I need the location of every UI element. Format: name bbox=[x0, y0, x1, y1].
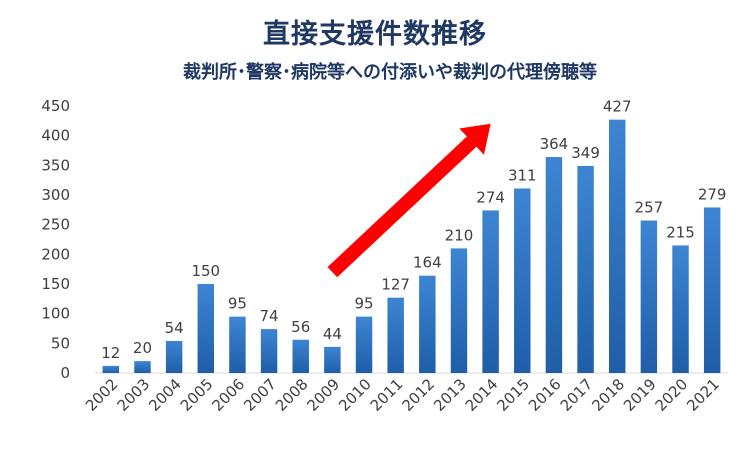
x-tick-label-2020: 2020 bbox=[652, 375, 692, 415]
bar-2017 bbox=[577, 165, 594, 373]
y-tick-label: 0 bbox=[60, 364, 70, 382]
data-label-2008: 56 bbox=[291, 318, 310, 336]
x-tick-label-2014: 2014 bbox=[462, 375, 502, 415]
data-label-2010: 95 bbox=[354, 295, 373, 313]
x-tick-label-2008: 2008 bbox=[272, 375, 312, 415]
bar-2013 bbox=[450, 248, 468, 373]
bar-2004 bbox=[165, 340, 183, 373]
data-label-2003: 20 bbox=[133, 339, 152, 357]
data-label-2017: 349 bbox=[571, 144, 600, 162]
x-tick-label-2016: 2016 bbox=[525, 375, 565, 415]
chart-subtitle: 裁判所･警察･病院等への付添いや裁判の代理傍聴等 bbox=[183, 62, 597, 83]
data-label-2021: 279 bbox=[698, 185, 727, 203]
bar-series bbox=[102, 119, 721, 373]
y-axis: 0 50 100 150 200 250 300 350 400 450 bbox=[41, 97, 70, 382]
chart-title: 直接支援件数推移 bbox=[263, 19, 487, 50]
x-axis: 2002200320042005200620072008200920102011… bbox=[82, 375, 723, 415]
bar-2012 bbox=[419, 275, 436, 373]
x-tick-label-2002: 2002 bbox=[82, 375, 122, 415]
bar-2003 bbox=[134, 361, 151, 373]
x-tick-label-2010: 2010 bbox=[335, 375, 375, 415]
data-label-2016: 364 bbox=[540, 135, 569, 153]
y-tick-label: 300 bbox=[41, 186, 70, 204]
data-label-2004: 54 bbox=[165, 319, 184, 337]
x-tick-label-2003: 2003 bbox=[114, 375, 154, 415]
data-label-2009: 44 bbox=[323, 325, 342, 343]
data-label-2005: 150 bbox=[191, 262, 220, 280]
x-tick-label-2012: 2012 bbox=[398, 375, 438, 415]
x-tick-label-2006: 2006 bbox=[209, 375, 249, 415]
arrow-head bbox=[459, 123, 491, 155]
data-label-2002: 12 bbox=[101, 344, 120, 362]
y-tick-label: 350 bbox=[41, 156, 70, 174]
bar-2010 bbox=[355, 316, 373, 373]
bar-2018 bbox=[608, 119, 626, 373]
bar-2019 bbox=[640, 220, 658, 373]
bar-2016 bbox=[545, 157, 563, 373]
x-tick-label-2009: 2009 bbox=[303, 375, 343, 415]
x-tick-label-2004: 2004 bbox=[145, 375, 185, 415]
bar-2002 bbox=[102, 365, 120, 373]
y-tick-label: 400 bbox=[41, 127, 70, 145]
bar-2015 bbox=[514, 188, 531, 373]
y-tick-label: 150 bbox=[41, 275, 70, 293]
bar-2014 bbox=[482, 210, 499, 373]
data-label-2018: 427 bbox=[603, 98, 632, 116]
bar-2011 bbox=[387, 297, 404, 373]
y-tick-label: 50 bbox=[51, 334, 70, 352]
data-label-2014: 274 bbox=[476, 188, 505, 206]
bar-2020 bbox=[672, 245, 689, 373]
bar-2007 bbox=[260, 329, 278, 373]
data-label-2011: 127 bbox=[381, 276, 410, 294]
x-tick-label-2021: 2021 bbox=[683, 375, 723, 415]
data-label-2007: 74 bbox=[260, 307, 279, 325]
data-label-2006: 95 bbox=[228, 295, 247, 313]
y-tick-label: 250 bbox=[41, 216, 70, 234]
y-tick-label: 450 bbox=[41, 97, 70, 115]
bar-2009 bbox=[324, 346, 341, 373]
data-label-2013: 210 bbox=[445, 226, 474, 244]
data-label-2012: 164 bbox=[413, 254, 442, 272]
data-label-2015: 311 bbox=[508, 166, 537, 184]
x-tick-label-2018: 2018 bbox=[588, 375, 628, 415]
x-tick-label-2007: 2007 bbox=[240, 375, 280, 415]
bar-2008 bbox=[292, 339, 309, 373]
x-tick-label-2015: 2015 bbox=[493, 375, 533, 415]
trend-arrow bbox=[327, 123, 491, 278]
x-tick-label-2017: 2017 bbox=[557, 375, 597, 415]
y-tick-label: 100 bbox=[41, 305, 70, 323]
arrow-shaft bbox=[327, 136, 477, 278]
x-tick-label-2019: 2019 bbox=[620, 375, 660, 415]
y-tick-label: 200 bbox=[41, 245, 70, 263]
bar-2005 bbox=[197, 284, 215, 373]
x-tick-label-2005: 2005 bbox=[177, 375, 217, 415]
data-label-2019: 257 bbox=[635, 199, 664, 217]
bar-2006 bbox=[229, 316, 246, 373]
x-tick-label-2011: 2011 bbox=[367, 375, 407, 415]
data-label-2020: 215 bbox=[666, 223, 695, 241]
x-tick-label-2013: 2013 bbox=[430, 375, 470, 415]
bar-2021 bbox=[703, 207, 721, 373]
